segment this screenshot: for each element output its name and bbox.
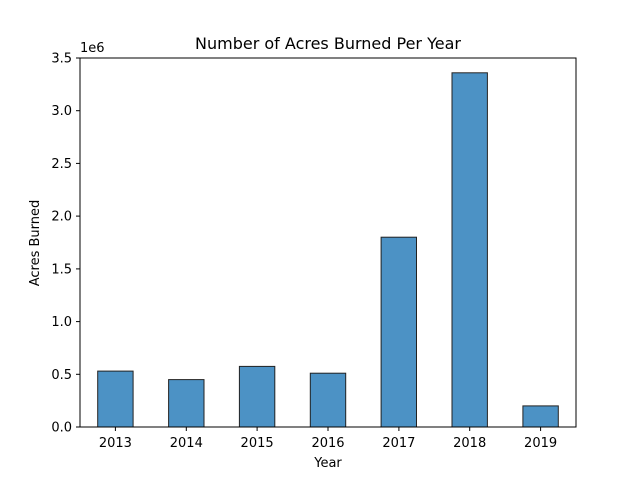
- bar-2016: [309, 372, 347, 428]
- y-axis-ticks: 0.0 0.5 1.0 1.5 2.0 2.5 3.0 3.5: [51, 52, 80, 436]
- y-axis-multiplier: 1e6: [80, 41, 105, 56]
- x-tick-label-2015: 2015: [241, 436, 274, 451]
- bar-2019: [522, 405, 559, 428]
- x-axis-ticks: 2013 2014 2015 2016 2017 2018 2019: [99, 427, 557, 451]
- x-tick-label-2013: 2013: [99, 436, 132, 451]
- bar-2017: [380, 236, 418, 428]
- y-tick-label-3.5: 3.5: [51, 52, 72, 67]
- bar-2013: [97, 370, 134, 428]
- x-tick-label-2017: 2017: [382, 436, 415, 451]
- x-axis-label: Year: [313, 456, 342, 471]
- y-tick-label-2.5: 2.5: [51, 157, 72, 172]
- y-tick-label-0.0: 0.0: [51, 421, 72, 436]
- bar-2018: [451, 72, 488, 428]
- y-tick-label-1.0: 1.0: [51, 315, 72, 330]
- x-tick-label-2016: 2016: [311, 436, 344, 451]
- bar-2015: [238, 365, 276, 428]
- y-tick-label-3.0: 3.0: [51, 104, 72, 119]
- y-axis-label: Acres Burned: [28, 200, 43, 287]
- chart-title: Number of Acres Burned Per Year: [195, 34, 461, 53]
- bar-2014: [168, 379, 205, 428]
- y-tick-label-0.5: 0.5: [51, 368, 72, 383]
- x-tick-label-2018: 2018: [453, 436, 486, 451]
- plot-area-frame: [79, 57, 577, 428]
- x-tick-label-2019: 2019: [524, 436, 557, 451]
- y-tick-label-1.5: 1.5: [51, 262, 72, 277]
- bars-group: [97, 72, 559, 428]
- x-tick-label-2014: 2014: [170, 436, 203, 451]
- y-tick-label-2.0: 2.0: [51, 210, 72, 225]
